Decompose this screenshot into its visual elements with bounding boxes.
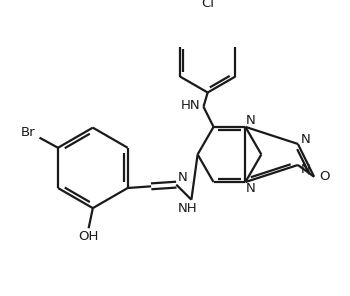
Text: Br: Br	[21, 126, 35, 139]
Text: HN: HN	[180, 99, 200, 112]
Text: N: N	[301, 163, 310, 176]
Text: O: O	[319, 170, 329, 183]
Text: Cl: Cl	[201, 0, 214, 10]
Text: N: N	[246, 114, 255, 127]
Text: N: N	[178, 171, 188, 184]
Text: OH: OH	[78, 230, 99, 243]
Text: N: N	[246, 182, 255, 195]
Text: N: N	[301, 133, 310, 146]
Text: NH: NH	[178, 202, 198, 215]
